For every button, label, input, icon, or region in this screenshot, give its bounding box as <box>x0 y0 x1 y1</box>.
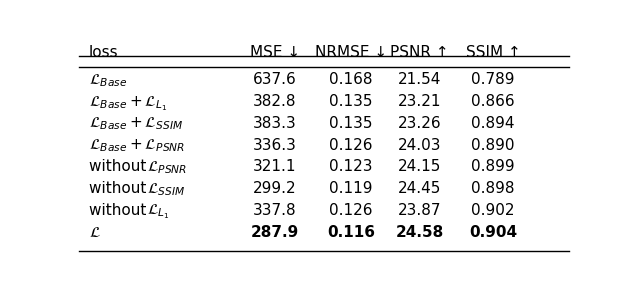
Text: 0.123: 0.123 <box>329 159 373 174</box>
Text: $\mathcal{L}_{L_1}$: $\mathcal{L}_{L_1}$ <box>147 203 169 221</box>
Text: $\mathcal{L}$: $\mathcal{L}$ <box>88 225 100 240</box>
Text: $\mathcal{L}_{SSIM}$: $\mathcal{L}_{SSIM}$ <box>147 181 185 198</box>
Text: 383.3: 383.3 <box>253 116 297 131</box>
Text: 0.894: 0.894 <box>471 116 514 131</box>
Text: 24.03: 24.03 <box>398 138 441 153</box>
Text: 0.904: 0.904 <box>469 225 517 240</box>
Text: 23.26: 23.26 <box>398 116 441 131</box>
Text: $\mathcal{L}_{Base} + \mathcal{L}_{L_1}$: $\mathcal{L}_{Base} + \mathcal{L}_{L_1}$ <box>88 94 167 113</box>
Text: 0.890: 0.890 <box>471 138 514 153</box>
Text: 23.87: 23.87 <box>398 203 441 218</box>
Text: without: without <box>88 159 151 174</box>
Text: 24.45: 24.45 <box>398 181 441 196</box>
Text: 0.866: 0.866 <box>471 94 514 109</box>
Text: 337.8: 337.8 <box>253 203 297 218</box>
Text: 0.116: 0.116 <box>327 225 375 240</box>
Text: PSNR ↑: PSNR ↑ <box>390 45 449 60</box>
Text: 0.135: 0.135 <box>329 94 373 109</box>
Text: 21.54: 21.54 <box>398 72 441 87</box>
Text: without: without <box>88 181 151 196</box>
Text: 0.898: 0.898 <box>471 181 514 196</box>
Text: 299.2: 299.2 <box>253 181 297 196</box>
Text: 0.902: 0.902 <box>471 203 514 218</box>
Text: 321.1: 321.1 <box>253 159 296 174</box>
Text: 23.21: 23.21 <box>398 94 441 109</box>
Text: 0.126: 0.126 <box>329 138 373 153</box>
Text: $\mathcal{L}_{Base}$: $\mathcal{L}_{Base}$ <box>88 72 127 89</box>
Text: 637.6: 637.6 <box>253 72 297 87</box>
Text: $\mathcal{L}_{Base} + \mathcal{L}_{PSNR}$: $\mathcal{L}_{Base} + \mathcal{L}_{PSNR}… <box>88 138 185 154</box>
Text: 0.789: 0.789 <box>471 72 514 87</box>
Text: 336.3: 336.3 <box>253 138 297 153</box>
Text: $\mathcal{L}_{PSNR}$: $\mathcal{L}_{PSNR}$ <box>147 159 187 176</box>
Text: MSE ↓: MSE ↓ <box>250 45 300 60</box>
Text: SSIM ↑: SSIM ↑ <box>466 45 520 60</box>
Text: 0.135: 0.135 <box>329 116 373 131</box>
Text: 24.58: 24.58 <box>395 225 444 240</box>
Text: NRMSE ↓: NRMSE ↓ <box>315 45 387 60</box>
Text: 0.899: 0.899 <box>471 159 514 174</box>
Text: 0.126: 0.126 <box>329 203 373 218</box>
Text: 24.15: 24.15 <box>398 159 441 174</box>
Text: without: without <box>88 203 151 218</box>
Text: 0.119: 0.119 <box>329 181 373 196</box>
Text: loss: loss <box>88 45 118 60</box>
Text: 382.8: 382.8 <box>253 94 296 109</box>
Text: 0.168: 0.168 <box>329 72 373 87</box>
Text: $\mathcal{L}_{Base} + \mathcal{L}_{SSIM}$: $\mathcal{L}_{Base} + \mathcal{L}_{SSIM}… <box>88 116 183 132</box>
Text: 287.9: 287.9 <box>251 225 299 240</box>
